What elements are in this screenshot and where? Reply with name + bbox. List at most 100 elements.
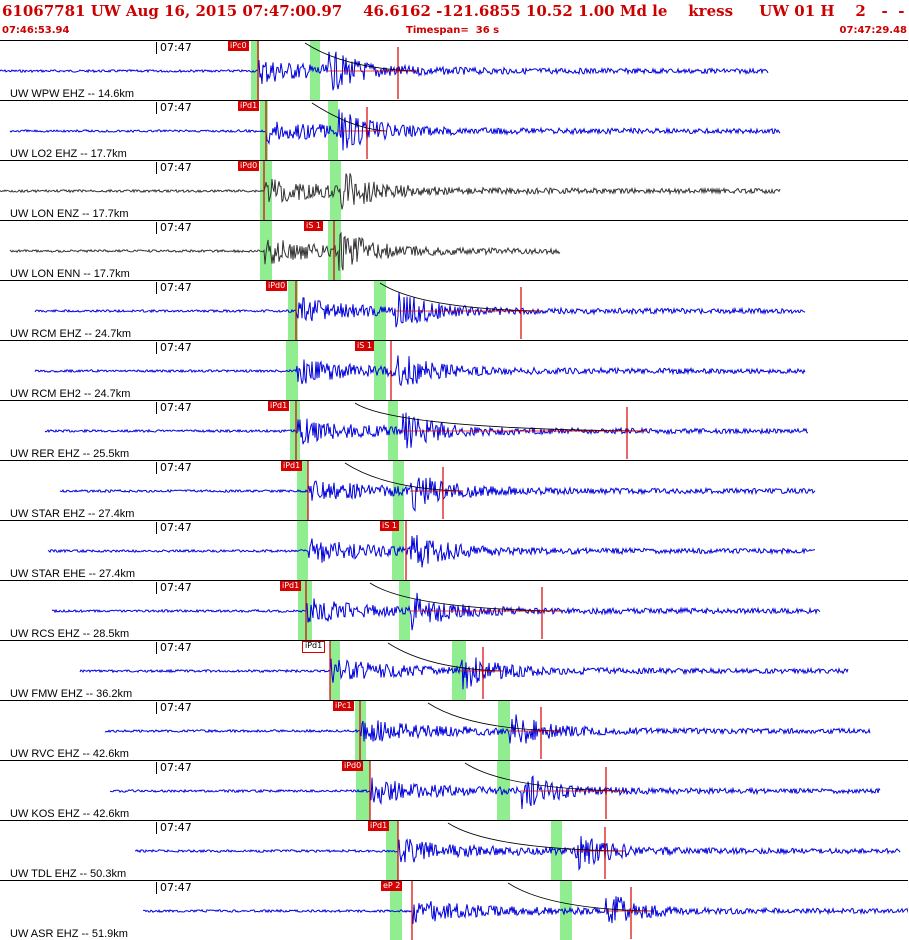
station-label: UW STAR EHZ -- 27.4km: [10, 508, 135, 520]
coda-curve: [379, 282, 542, 312]
waveform-plot: [109, 761, 881, 820]
phase-pick-flag[interactable]: iPd1: [268, 401, 290, 411]
trace-panel[interactable]: 07:47 iPc0 UW WPW EHZ -- 14.6km: [0, 40, 908, 100]
phase-pick-flag[interactable]: iPd1: [238, 101, 260, 111]
station-label: UW LON ENZ -- 17.7km: [10, 208, 129, 220]
event-header: 61067781 UW Aug 16, 2015 07:47:00.97 46.…: [0, 0, 909, 36]
trace-panel[interactable]: 07:47 iPd1 UW STAR EHZ -- 27.4km: [0, 460, 908, 520]
phase-pick-flag[interactable]: iPd1: [281, 461, 303, 471]
phase-window: [374, 341, 386, 400]
coda-curve: [344, 462, 464, 492]
time-label: 07:47: [156, 342, 192, 354]
station-label: UW WPW EHZ -- 14.6km: [10, 88, 135, 100]
seismic-trace: [34, 355, 806, 387]
seismic-trace: [109, 775, 881, 810]
time-label: 07:47: [156, 222, 192, 234]
time-label: 07:47: [156, 402, 192, 414]
phase-window: [390, 881, 402, 940]
trace-panel[interactable]: 07:47 iPd1 UW FMW EHZ -- 36.2km: [0, 640, 908, 700]
station-label: UW ASR EHZ -- 51.9km: [10, 928, 128, 940]
trace-panel[interactable]: 07:47 iPd0 UW KOS EHZ -- 42.6km: [0, 760, 908, 820]
seismic-trace: [104, 714, 871, 744]
seismic-trace: [0, 51, 769, 91]
trace-panel[interactable]: 07:47 eP 2 UW ASR EHZ -- 51.9km: [0, 880, 908, 940]
station-label: UW KOS EHZ -- 42.6km: [10, 808, 130, 820]
phase-window: [260, 161, 272, 220]
trace-panel[interactable]: 07:47 iPc1 UW RVC EHZ -- 42.6km: [0, 700, 908, 760]
waveform-plot: [34, 341, 806, 400]
start-time: 07:46:53.94: [2, 25, 70, 36]
station-label: UW RCM EH2 -- 24.7km: [10, 388, 131, 400]
trace-panel[interactable]: 07:47 iS 1 UW RCM EH2 -- 24.7km: [0, 340, 908, 400]
phase-window: [399, 581, 410, 640]
station-label: UW LO2 EHZ -- 17.7km: [10, 148, 127, 160]
seismic-trace: [51, 592, 821, 631]
phase-pick-flag[interactable]: iPd1: [302, 641, 326, 653]
phase-window: [260, 101, 268, 160]
end-time: 07:47:29.48: [839, 25, 907, 36]
phase-pick-flag[interactable]: iPd1: [368, 821, 390, 831]
time-label: 07:47: [156, 882, 192, 894]
seismic-trace: [47, 534, 816, 568]
time-label: 07:47: [156, 522, 192, 534]
seismic-trace: [0, 173, 781, 210]
waveform-plot: [104, 701, 871, 760]
waveform-plot: [134, 821, 901, 880]
phase-window: [386, 821, 398, 880]
phase-pick-flag[interactable]: iPc0: [228, 41, 249, 51]
waveform-plot: [59, 461, 816, 520]
trace-panel[interactable]: 07:47 iPd1 UW RER EHZ -- 25.5km: [0, 400, 908, 460]
station-label: UW FMW EHZ -- 36.2km: [10, 688, 133, 700]
phase-pick-flag[interactable]: iS 1: [355, 341, 374, 351]
waveform-plot: [79, 641, 849, 700]
timespan-label: Timespan= 36 s: [406, 25, 500, 36]
time-label: 07:47: [156, 762, 192, 774]
seismic-trace: [143, 896, 908, 924]
seismic-trace: [79, 657, 849, 690]
coda-curve: [369, 582, 563, 612]
trace-panel[interactable]: 07:47 iPd1 UW RCS EHZ -- 28.5km: [0, 580, 908, 640]
phase-pick-flag[interactable]: iPd0: [266, 281, 288, 291]
station-label: UW LON ENN -- 17.7km: [10, 268, 130, 280]
time-label: 07:47: [156, 462, 192, 474]
phase-window: [251, 41, 259, 100]
coda-curve: [311, 102, 388, 132]
coda-curve: [507, 882, 652, 912]
trace-panel[interactable]: 07:47 iS 1 UW LON ENN -- 17.7km: [0, 220, 908, 280]
time-label: 07:47: [156, 822, 192, 834]
station-label: UW RCS EHZ -- 28.5km: [10, 628, 130, 640]
time-label: 07:47: [156, 582, 192, 594]
time-label: 07:47: [156, 162, 192, 174]
time-label: 07:47: [156, 702, 192, 714]
coda-curve: [464, 762, 627, 792]
seismic-trace: [134, 836, 901, 871]
station-label: UW RCM EHZ -- 24.7km: [10, 328, 131, 340]
phase-window: [330, 161, 341, 220]
coda-curve: [354, 402, 648, 432]
phase-pick-flag[interactable]: iPd0: [342, 761, 364, 771]
waveform-plot: [9, 221, 561, 280]
trace-panel[interactable]: 07:47 iPd1 UW LO2 EHZ -- 17.7km: [0, 100, 908, 160]
phase-pick-flag[interactable]: iPd0: [238, 161, 260, 171]
seismic-trace: [9, 109, 781, 151]
trace-panel[interactable]: 07:47 iPd1 UW TDL EHZ -- 50.3km: [0, 820, 908, 880]
time-label: 07:47: [156, 282, 192, 294]
trace-panel[interactable]: 07:47 iPd0 UW LON ENZ -- 17.7km: [0, 160, 908, 220]
phase-pick-flag[interactable]: iS 1: [380, 521, 399, 531]
seismic-trace: [34, 292, 806, 328]
phase-pick-flag[interactable]: iS 1: [304, 221, 323, 231]
coda-curve: [387, 642, 504, 672]
trace-panel[interactable]: 07:47 iS 1 UW STAR EHE -- 27.4km: [0, 520, 908, 580]
phase-window: [330, 641, 340, 700]
phase-pick-flag[interactable]: iPd1: [280, 581, 302, 591]
phase-pick-flag[interactable]: eP 2: [381, 881, 403, 891]
waveform-plot: [34, 281, 806, 340]
coda-curve: [304, 42, 419, 72]
station-label: UW TDL EHZ -- 50.3km: [10, 868, 127, 880]
seismic-trace: [9, 231, 561, 271]
phase-window: [551, 821, 562, 880]
trace-panel[interactable]: 07:47 iPd0 UW RCM EHZ -- 24.7km: [0, 280, 908, 340]
time-label: 07:47: [156, 642, 192, 654]
phase-window: [286, 341, 298, 400]
phase-pick-flag[interactable]: iPc1: [333, 701, 354, 711]
